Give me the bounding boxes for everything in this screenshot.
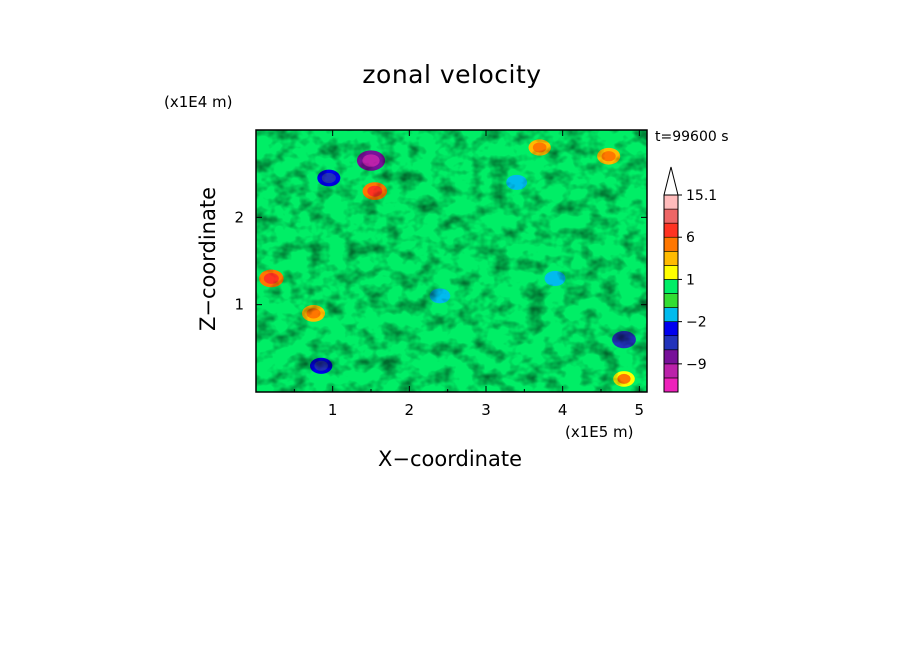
- colorbar-segment: [663, 194, 679, 210]
- chart-title: zonal velocity: [362, 60, 542, 89]
- y-tick-label: 2: [234, 208, 244, 226]
- colorbar-segment: [663, 208, 679, 224]
- colorbar-label: −2: [686, 315, 707, 331]
- colorbar-segment: [663, 236, 679, 252]
- velocity-field: [256, 130, 647, 392]
- colorbar-segment: [663, 265, 679, 280]
- x-axis-label: X−coordinate: [378, 447, 522, 471]
- x-tick-label: 5: [635, 401, 645, 419]
- colorbar-segment: [663, 222, 679, 238]
- colorbar-label: −9: [686, 357, 707, 373]
- colorbar-segment: [663, 363, 679, 379]
- colorbar-segment: [663, 250, 679, 266]
- colorbar-segment: [663, 293, 679, 308]
- colorbar-segment: [663, 307, 679, 322]
- x-tick-label: 1: [328, 401, 338, 419]
- y-axis-unit: (x1E4 m): [164, 93, 233, 111]
- x-axis-unit: (x1E5 m): [565, 423, 634, 441]
- y-tick-label: 1: [234, 296, 244, 314]
- colorbar-segment: [663, 321, 679, 337]
- colorbar-label: 15.1: [686, 188, 717, 204]
- field-texture: [256, 130, 647, 392]
- colorbar-frame: [663, 194, 679, 393]
- x-tick-label: 3: [481, 401, 491, 419]
- colorbar-label: 1: [686, 272, 695, 288]
- colorbar-extension: [663, 166, 679, 196]
- colorbar-label: 6: [686, 230, 695, 246]
- colorbar-segment: [663, 349, 679, 365]
- time-annotation: t=99600 s: [655, 129, 729, 145]
- colorbar: 15.1 6 1 −2 −9: [663, 166, 717, 393]
- x-tick-label: 4: [558, 401, 568, 419]
- colorbar-segment: [663, 279, 679, 294]
- colorbar-segment: [663, 335, 679, 351]
- plot-frame: [255, 129, 648, 393]
- x-tick-label: 2: [405, 401, 415, 419]
- plot-axes: 1 2 3 4 5 1 2: [234, 129, 648, 419]
- colorbar-segment: [663, 377, 679, 393]
